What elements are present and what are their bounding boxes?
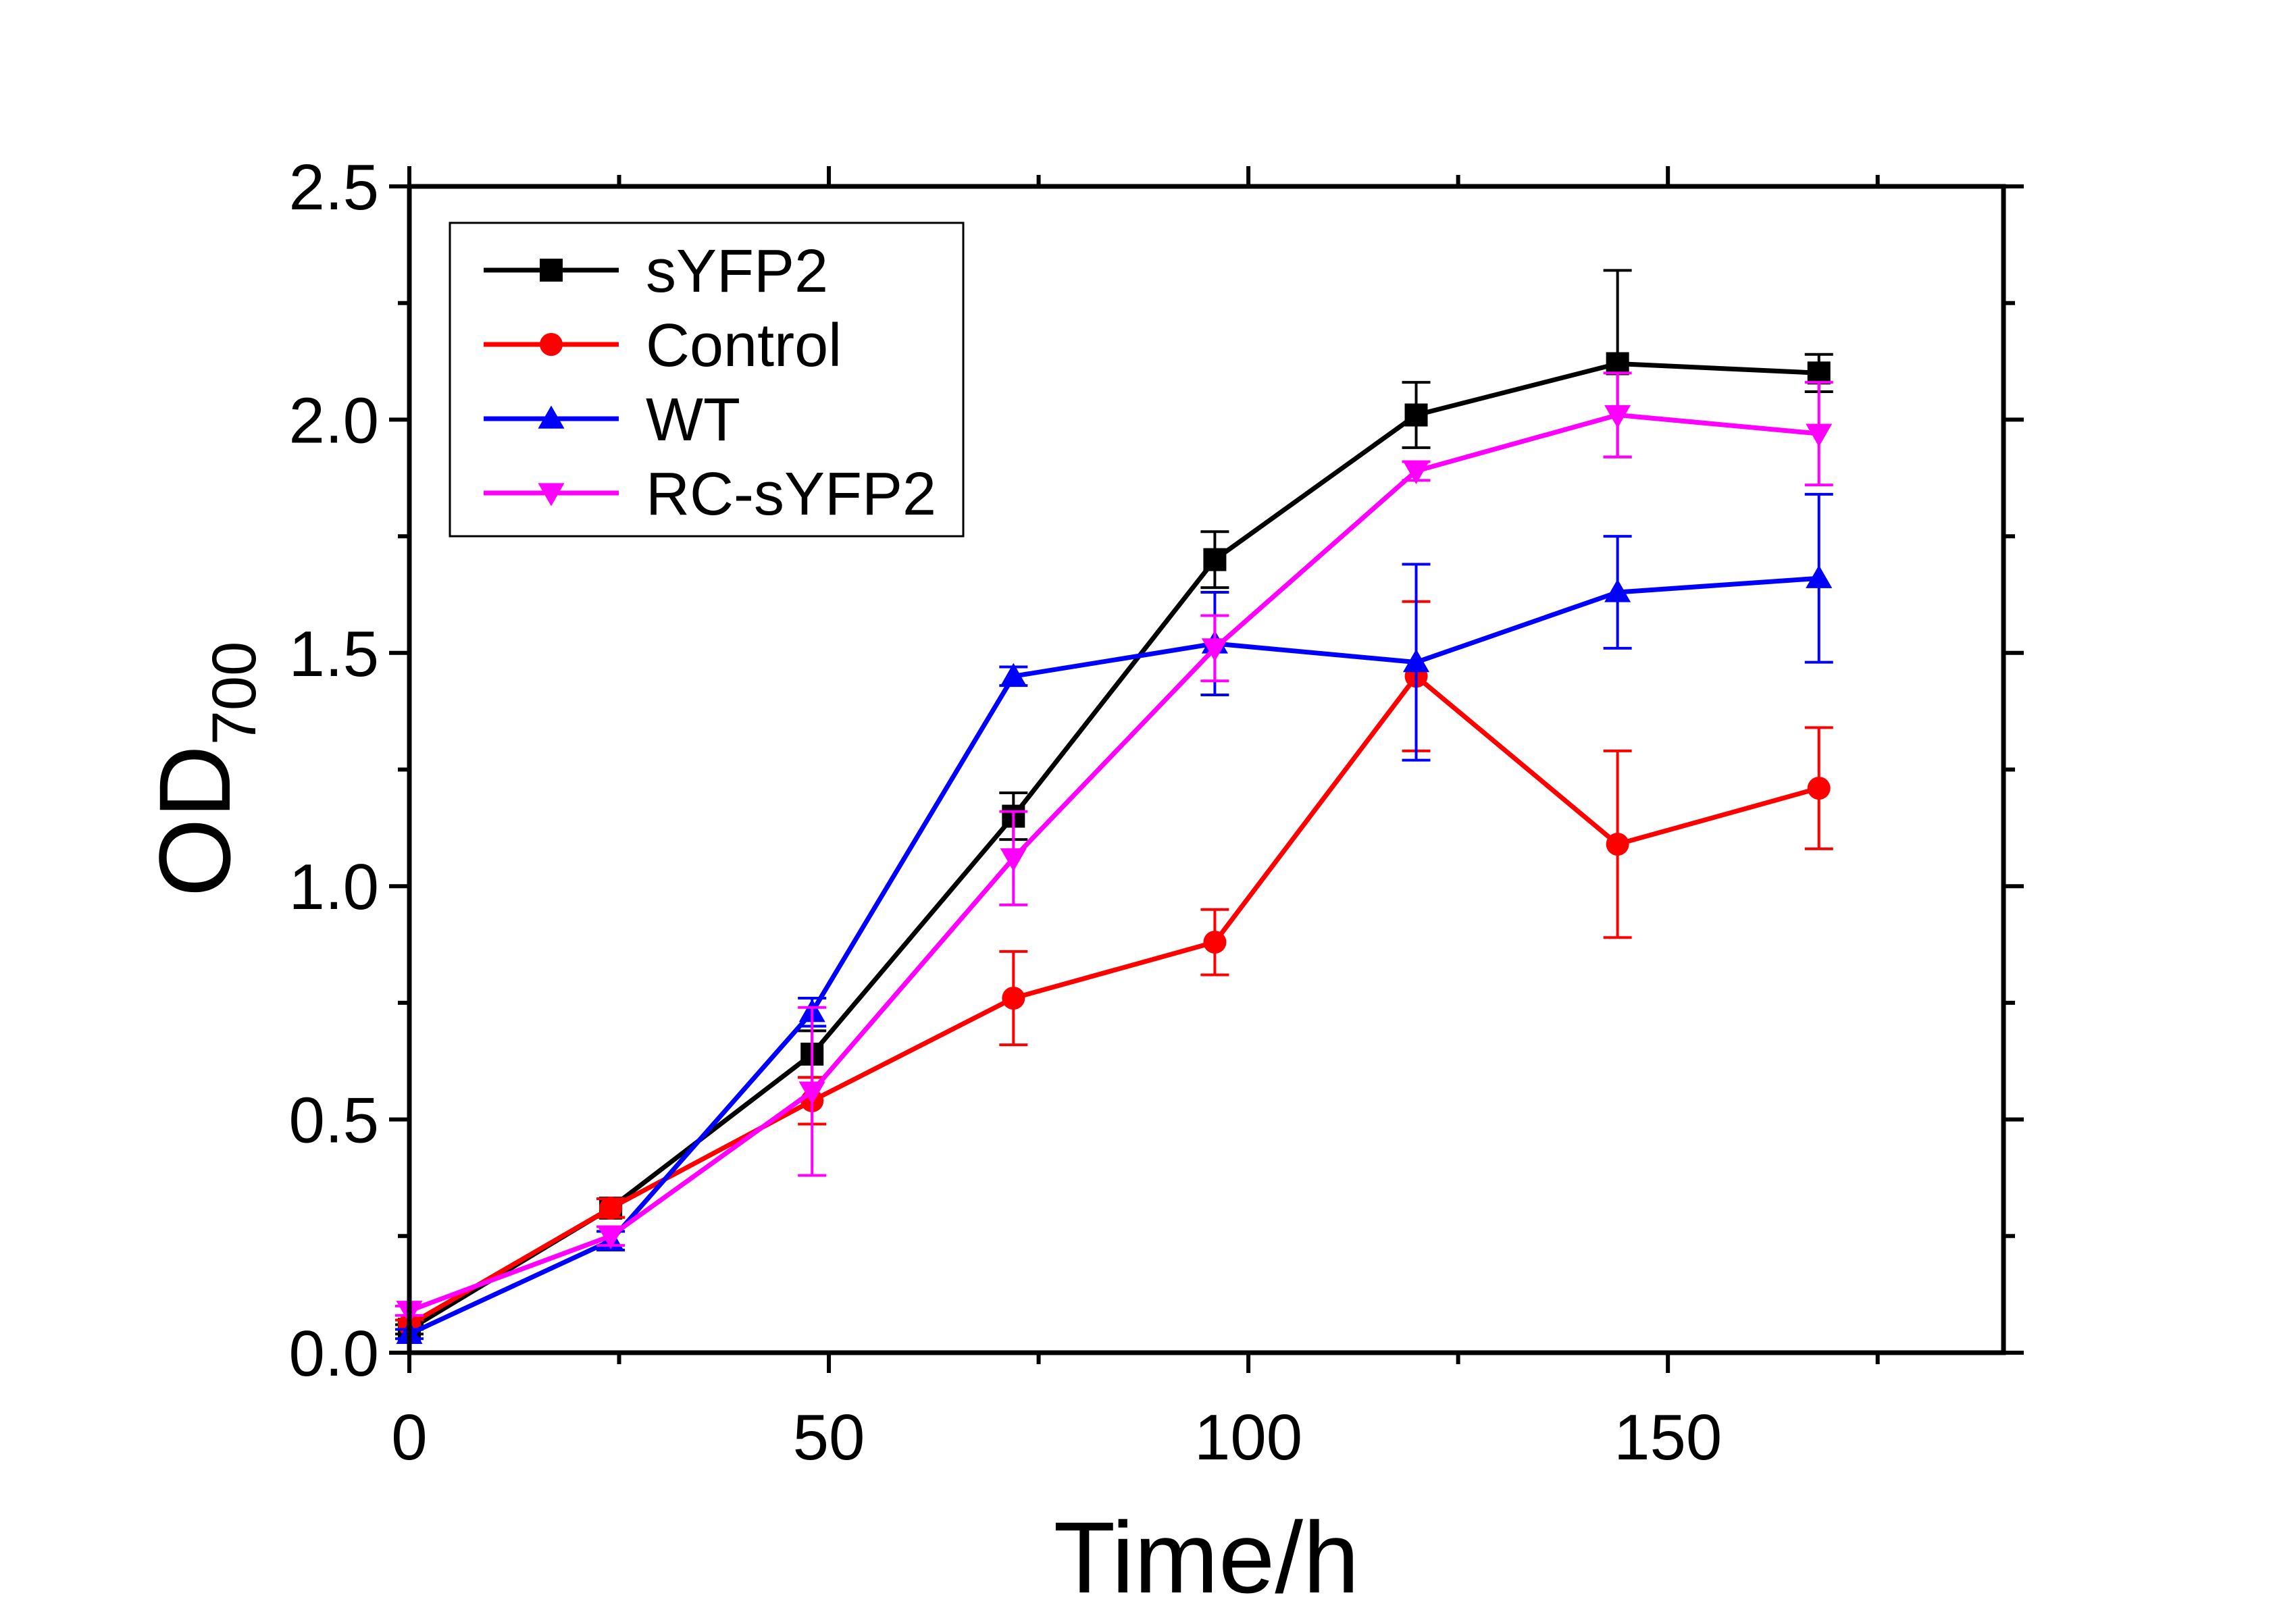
y-tick-label: 2.0	[289, 384, 379, 457]
data-layer	[395, 269, 1833, 1345]
syfp2-point	[1404, 403, 1428, 427]
syfp2-point	[1203, 548, 1227, 571]
legend-label-wt: WT	[646, 386, 740, 454]
control-point	[1002, 986, 1025, 1010]
legend-marker-wt	[538, 405, 565, 429]
control-point	[1203, 931, 1227, 954]
y-tick-label: 1.0	[289, 851, 379, 923]
y-axis-title-main: OD	[138, 745, 251, 897]
axis-labels: Time/h OD700	[138, 642, 1360, 1610]
y-tick-label: 0.5	[289, 1085, 379, 1157]
rc-syfp2-point	[1402, 461, 1430, 484]
y-axis-title-subscript: 700	[200, 642, 269, 746]
control-point	[599, 1196, 623, 1220]
syfp2-line	[408, 361, 1819, 1332]
legend-label-control: Control	[646, 312, 842, 380]
legend-item-rc-syfp2: RC-sYFP2	[484, 461, 936, 528]
legend-box	[449, 222, 965, 538]
rc-syfp2-point	[1000, 848, 1027, 872]
rc-syfp2-point	[1806, 423, 1833, 447]
wt-point	[1402, 649, 1430, 673]
legend-item-control: Control	[484, 312, 842, 380]
rc-syfp2-point	[1604, 405, 1631, 429]
axes-layer: 0 50 100 150 0.0 0.5 1.0 1.5 2.0 2.5	[289, 151, 2024, 1474]
control-line	[408, 673, 1820, 1327]
legend-label-syfp2: sYFP2	[646, 238, 828, 305]
y-tick-label: 2.5	[289, 151, 379, 224]
wt-point	[1000, 663, 1027, 687]
legend-item-wt: WT	[484, 386, 740, 454]
x-tick-label: 100	[1194, 1401, 1302, 1474]
x-tick-label: 50	[793, 1401, 865, 1474]
rc-syfp2-line	[408, 412, 1820, 1314]
legend-marker-control	[540, 333, 563, 356]
rc-syfp2-point	[597, 1226, 624, 1249]
legend-marker-syfp2	[540, 259, 563, 282]
y-tick-label: 1.5	[289, 618, 379, 690]
control-point	[1606, 833, 1629, 856]
rc-syfp2-point	[1201, 638, 1228, 662]
rc-syfp2-point	[798, 1081, 825, 1105]
syfp2-point	[1807, 361, 1831, 385]
x-tick-label: 150	[1614, 1401, 1722, 1474]
control-point	[1807, 777, 1831, 800]
legend-item-syfp2: sYFP2	[484, 238, 828, 305]
x-axis-title: Time/h	[1054, 1501, 1360, 1607]
legend-marker-rc-syfp2	[538, 483, 565, 507]
x-tick-label: 0	[391, 1401, 427, 1474]
series-syfp2	[395, 269, 1833, 1341]
y-axis-title: OD700	[138, 642, 269, 898]
syfp2-point	[1606, 352, 1629, 375]
series-control	[395, 600, 1833, 1336]
y-tick-label: 0.0	[289, 1318, 379, 1390]
wt-point	[1806, 565, 1833, 588]
wt-point	[1604, 579, 1631, 602]
series-rc-syfp2	[395, 371, 1833, 1324]
legend-label-rc-syfp2: RC-sYFP2	[646, 461, 936, 528]
wt-line	[408, 575, 1819, 1336]
